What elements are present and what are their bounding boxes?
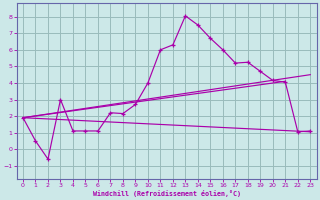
X-axis label: Windchill (Refroidissement éolien,°C): Windchill (Refroidissement éolien,°C) xyxy=(93,190,241,197)
